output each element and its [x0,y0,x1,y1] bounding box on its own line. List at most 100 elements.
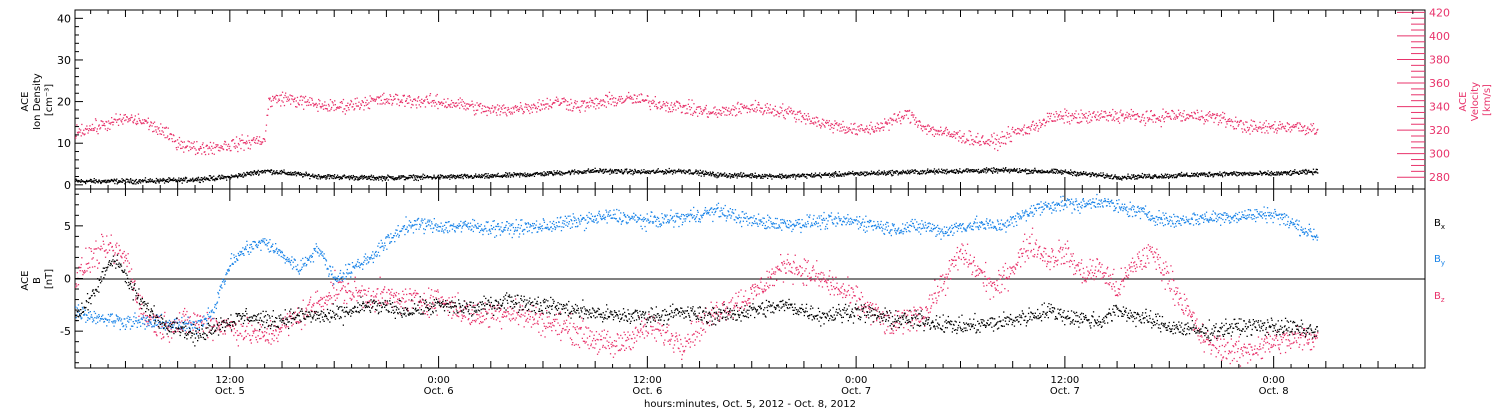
velocity-point [629,97,631,100]
magnetic-field-panel: -505 ACE B [nT] Bx By Bz [20,188,1445,369]
velocity-point [700,110,702,113]
velocity-point [1310,123,1312,125]
density-point [914,169,916,171]
velocity-point [272,99,274,101]
density-point [351,177,353,179]
density-point [145,181,147,184]
density-point [400,175,403,177]
velocity-point [610,98,612,100]
velocity-point [80,129,82,131]
velocity-point [685,112,688,114]
density-point [492,175,494,177]
density-point [184,178,186,180]
velocity-point [1026,127,1028,129]
density-point [748,174,751,176]
velocity-point [945,126,947,129]
density-point [1202,174,1204,176]
velocity-point [215,144,217,146]
velocity-point [791,113,793,115]
velocity-point [923,126,926,128]
density-point [880,171,883,173]
density-point [1304,173,1306,175]
velocity-point [368,102,370,104]
density-point [704,173,706,176]
density-point [638,170,640,172]
velocity-point [306,101,309,103]
density-point [168,177,170,179]
velocity-point [131,116,133,119]
velocity-point [557,98,559,100]
velocity-point [1184,119,1187,121]
density-point [446,177,449,179]
density-point [393,179,396,181]
velocity-point [667,111,670,113]
density-point [283,169,285,171]
velocity-point [1216,113,1218,115]
density-point [1007,170,1009,172]
density-point [476,176,478,178]
density-point [414,178,417,180]
density-point [1085,171,1087,173]
velocity-point [642,99,644,101]
density-point [414,177,416,179]
velocity-point [404,105,406,107]
velocity-point [854,133,857,135]
density-point [881,172,883,174]
velocity-point [476,102,478,104]
density-point [578,172,580,174]
density-point [161,179,163,181]
density-point [459,174,461,177]
velocity-point [1097,111,1099,113]
velocity-series [75,91,1319,156]
density-point [682,170,684,172]
velocity-point [187,140,189,142]
velocity-point [480,112,483,114]
density-point [1050,169,1052,172]
density-point [194,179,196,182]
velocity-point [379,103,381,105]
velocity-point [1201,115,1203,117]
velocity-point [125,119,127,121]
velocity-point [1255,126,1257,128]
velocity-point [505,113,507,115]
density-point [1282,172,1284,174]
density-point [529,174,531,176]
velocity-point [947,132,949,134]
density-point [299,172,301,174]
velocity-point [75,135,77,137]
velocity-point [1228,120,1230,122]
velocity-point [297,102,299,104]
bz-point [105,249,107,251]
density-point [439,174,441,176]
velocity-point [805,115,807,117]
density-point [197,177,199,179]
density-point [1136,178,1138,180]
velocity-point [301,99,304,101]
velocity-point [1202,116,1205,119]
density-point [489,175,492,178]
bz-point [119,249,121,251]
density-point [1018,171,1020,173]
velocity-point [306,104,308,107]
density-point [745,176,747,178]
velocity-point [347,102,349,104]
velocity-point [752,103,754,106]
density-point [946,168,948,171]
density-point [178,180,180,183]
density-point [604,170,606,172]
density-point [1079,174,1081,176]
velocity-point [377,103,379,105]
velocity-point [808,115,810,118]
density-point [528,174,530,177]
velocity-point [1017,127,1019,130]
density-point [978,172,980,174]
density-point [325,175,327,177]
velocity-point [835,123,837,125]
density-point [1109,177,1111,179]
density-point [376,176,378,178]
velocity-point [508,108,510,110]
velocity-point [1260,128,1262,130]
density-point [616,172,618,174]
density-point [834,173,836,175]
bz-point [127,260,129,262]
